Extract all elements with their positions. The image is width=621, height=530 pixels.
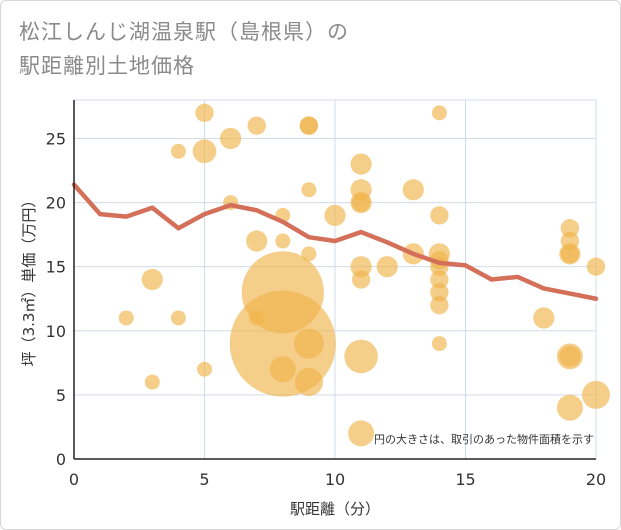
data-point [293, 328, 324, 359]
x-tick-label: 15 [455, 470, 475, 489]
data-point [170, 143, 186, 159]
data-point [431, 105, 447, 121]
data-point [556, 394, 583, 421]
chart-title-line-1: 松江しんじ湖温泉駅（島根県）の [19, 20, 349, 44]
data-point [301, 182, 317, 198]
data-point [301, 246, 317, 262]
data-point [559, 345, 581, 368]
data-point [275, 233, 291, 249]
y-tick-label: 15 [46, 258, 66, 277]
data-point [144, 374, 160, 390]
data-point [581, 380, 611, 409]
chart-title-line-2: 駅距離別土地価格 [19, 54, 195, 78]
data-point [348, 420, 375, 447]
data-point [402, 179, 424, 201]
axes: 0 5 10 15 20 0 5 10 15 20 25 [46, 100, 606, 489]
data-point [351, 270, 371, 289]
x-tick-label: 20 [586, 470, 606, 489]
y-tick-label: 20 [46, 194, 66, 213]
data-point [219, 127, 242, 150]
data-point [560, 244, 580, 264]
data-point [197, 361, 212, 377]
x-axis-label: 駅距離（分） [290, 500, 380, 518]
data-point [299, 116, 319, 135]
data-point [533, 307, 555, 329]
data-point [192, 139, 217, 164]
data-point [324, 204, 346, 226]
data-point [350, 153, 372, 175]
y-tick-label: 5 [56, 386, 66, 405]
data-point [586, 257, 606, 276]
data-point [118, 310, 134, 326]
y-tick-label: 0 [56, 450, 66, 469]
data-point [431, 336, 447, 352]
data-point [350, 256, 372, 278]
x-tick-label: 10 [325, 470, 345, 489]
y-tick-label: 25 [46, 129, 66, 148]
x-tick-label: 0 [69, 470, 79, 489]
size-note: 円の大きさは、取引のあった物件面積を示す [374, 432, 594, 446]
data-point [294, 368, 323, 397]
data-point [430, 295, 449, 315]
data-point [141, 268, 163, 291]
data-point [376, 256, 398, 278]
data-point [430, 206, 449, 225]
average-price-line [71, 182, 599, 301]
data-point [195, 103, 214, 123]
chart-title: 松江しんじ湖温泉駅（島根県）の 駅距離別土地価格 [19, 15, 579, 83]
data-point [344, 339, 378, 374]
trend-line-layer [71, 182, 599, 301]
data-point [560, 219, 580, 238]
y-axis-label: 坪（3.3㎡）単価（万円） [20, 193, 38, 367]
data-point [246, 230, 268, 252]
data-point [430, 270, 449, 289]
data-point [430, 283, 449, 302]
data-point [170, 310, 186, 326]
data-point [247, 116, 266, 135]
y-tick-label: 10 [46, 322, 66, 341]
data-point [269, 356, 296, 383]
x-tick-label: 5 [199, 470, 209, 489]
data-point [351, 193, 371, 212]
